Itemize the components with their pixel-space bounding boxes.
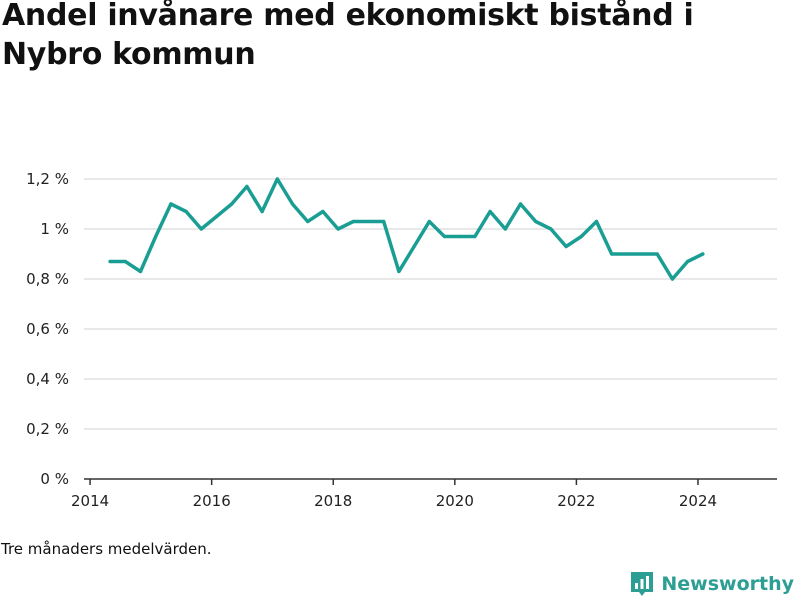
data-point	[230, 202, 234, 206]
data-point	[670, 277, 675, 281]
data-point	[108, 259, 112, 264]
line-chart: 0 % 0,2 % 0,4 % 0,6 % 0,8 % 1 % 1,2 % 2014 2016…	[26, 170, 777, 510]
x-axis: 2014 2016 2018 2020 2022 2024	[71, 478, 777, 510]
y-axis-ticks: 0 % 0,2 % 0,4 % 0,6 % 0,8 % 1 % 1,2 %	[26, 170, 69, 488]
y-tick-label: 0,4 %	[26, 370, 69, 388]
data-point	[306, 219, 310, 224]
x-tick-label: 2024	[679, 492, 717, 510]
x-tick-label: 2022	[557, 492, 595, 510]
chart-footnote: Tre månaders medelvärden.	[1, 540, 212, 558]
data-point	[290, 202, 295, 206]
data-point	[640, 252, 644, 256]
data-point	[275, 177, 279, 181]
data-point	[701, 252, 705, 256]
brand-logo: Newsworthy	[629, 570, 794, 598]
data-point	[534, 219, 538, 224]
y-tick-label: 0,6 %	[26, 320, 69, 338]
data-point	[610, 252, 614, 256]
x-tick-label: 2016	[193, 492, 231, 510]
x-tick-label: 2014	[71, 492, 109, 510]
y-tick-label: 0,8 %	[26, 270, 69, 288]
brand-name: Newsworthy	[661, 573, 794, 595]
data-point	[336, 227, 340, 231]
y-tick-label: 0,2 %	[26, 420, 69, 438]
data-point	[594, 219, 599, 224]
y-tick-label: 0 %	[40, 470, 69, 488]
data-point	[184, 209, 188, 214]
data-point	[214, 214, 219, 219]
gridlines	[84, 178, 777, 430]
data-point	[169, 202, 173, 206]
series-group	[108, 177, 705, 281]
data-point	[488, 209, 492, 214]
data-point	[564, 244, 568, 249]
x-tick-label: 2018	[314, 492, 352, 510]
data-point	[138, 269, 143, 274]
data-point	[199, 227, 203, 231]
y-tick-label: 1,2 %	[26, 170, 69, 188]
data-point	[442, 234, 447, 239]
data-point	[427, 219, 431, 224]
data-point	[397, 269, 401, 274]
data-point	[686, 259, 690, 264]
data-point	[382, 219, 386, 224]
data-point	[412, 244, 416, 249]
series-line	[108, 177, 705, 281]
data-point	[473, 234, 477, 239]
data-point	[123, 259, 127, 264]
bar-chart-logo-icon	[631, 572, 654, 596]
data-point	[351, 219, 355, 224]
data-point	[549, 227, 553, 231]
data-point	[518, 202, 523, 206]
data-point	[245, 184, 249, 189]
chart-title: Andel invånare med ekonomiskt bistånd i …	[2, 0, 694, 72]
data-point	[503, 227, 507, 231]
data-point	[366, 219, 371, 224]
x-tick-label: 2020	[436, 492, 474, 510]
data-point	[655, 252, 659, 256]
data-point	[321, 209, 325, 214]
data-point	[260, 209, 264, 214]
data-point	[458, 234, 462, 239]
y-tick-label: 1 %	[40, 220, 69, 238]
data-point	[154, 234, 158, 239]
data-point	[625, 252, 629, 256]
data-point	[579, 234, 583, 239]
